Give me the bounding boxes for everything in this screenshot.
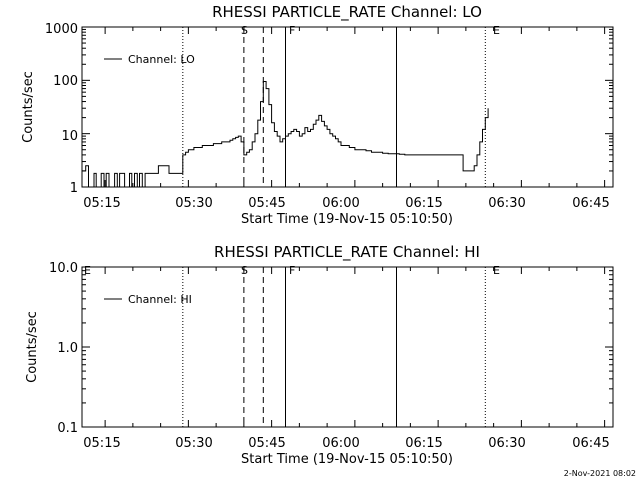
- top-title: RHESSI PARTICLE_RATE Channel: LO: [212, 3, 482, 22]
- bottom-marker-label-left: E: [84, 264, 91, 277]
- bottom-x-tick-label: 05:15: [83, 436, 120, 451]
- bottom-marker-label-f: F: [289, 264, 295, 277]
- top-x-tick-label: 05:45: [248, 196, 285, 211]
- top-panel: RHESSI PARTICLE_RATE Channel: LO Counts/…: [21, 3, 614, 227]
- bottom-x-axis-label: Start Time (19-Nov-15 05:10:50): [241, 452, 453, 467]
- top-x-axis-label: Start Time (19-Nov-15 05:10:50): [241, 212, 453, 227]
- top-plot-frame: [81, 26, 614, 188]
- bottom-marker-label-s: S: [241, 264, 248, 277]
- top-y-tick-label: 1: [70, 181, 78, 196]
- bottom-x-tick-label: 05:30: [175, 436, 212, 451]
- top-x-tick-label: 05:30: [175, 196, 212, 211]
- top-y-axis-label: Counts/sec: [21, 71, 36, 143]
- bottom-x-tick-label: 06:30: [488, 436, 525, 451]
- footer-timestamp: 2-Nov-2021 08:02: [564, 469, 636, 478]
- bottom-legend-label: Channel: HI: [128, 293, 192, 306]
- bottom-y-tick-label: 0.1: [57, 421, 78, 436]
- top-x-tick-label: 06:00: [322, 196, 359, 211]
- top-legend-label: Channel: LO: [128, 53, 195, 66]
- top-marker-label-e: E: [493, 24, 500, 37]
- top-y-tick-label: 1000: [45, 22, 78, 37]
- top-y-tick-label: 100: [53, 74, 78, 89]
- bottom-y-axis-label: Counts/sec: [25, 311, 40, 383]
- bottom-y-tick-label: 10.0: [49, 261, 78, 276]
- bottom-x-tick-label: 05:45: [248, 436, 285, 451]
- bottom-x-tick-label: 06:15: [405, 436, 442, 451]
- series-line-channel-lo: [82, 81, 489, 188]
- top-y-tick-label: 10: [61, 129, 78, 144]
- bottom-marker-label-e: E: [493, 264, 500, 277]
- bottom-y-tick-label: 1.0: [57, 341, 78, 356]
- bottom-x-tick-label: 06:45: [572, 436, 609, 451]
- top-x-tick-label: 06:45: [572, 196, 609, 211]
- bottom-title: RHESSI PARTICLE_RATE Channel: HI: [214, 243, 480, 262]
- top-x-tick-label: 05:15: [83, 196, 120, 211]
- top-marker-label-f: F: [289, 24, 295, 37]
- top-x-tick-label: 06:30: [488, 196, 525, 211]
- bottom-x-tick-label: 06:00: [322, 436, 359, 451]
- top-marker-label-s: S: [241, 24, 248, 37]
- top-x-tick-label: 06:15: [405, 196, 442, 211]
